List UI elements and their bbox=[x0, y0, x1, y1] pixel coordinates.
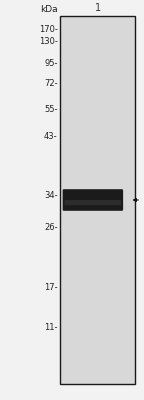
Text: 130-: 130- bbox=[39, 38, 58, 46]
FancyBboxPatch shape bbox=[65, 200, 121, 205]
Text: 95-: 95- bbox=[44, 60, 58, 68]
Text: 1: 1 bbox=[95, 3, 101, 13]
Text: 43-: 43- bbox=[44, 132, 58, 140]
Bar bbox=[60, 16, 135, 384]
Text: 17-: 17- bbox=[44, 284, 58, 292]
FancyBboxPatch shape bbox=[63, 189, 123, 211]
Text: 55-: 55- bbox=[44, 106, 58, 114]
Text: 34-: 34- bbox=[44, 192, 58, 200]
Text: kDa: kDa bbox=[40, 6, 58, 14]
Text: 11-: 11- bbox=[44, 324, 58, 332]
Text: 26-: 26- bbox=[44, 224, 58, 232]
Text: 170-: 170- bbox=[39, 26, 58, 34]
Text: 72-: 72- bbox=[44, 80, 58, 88]
